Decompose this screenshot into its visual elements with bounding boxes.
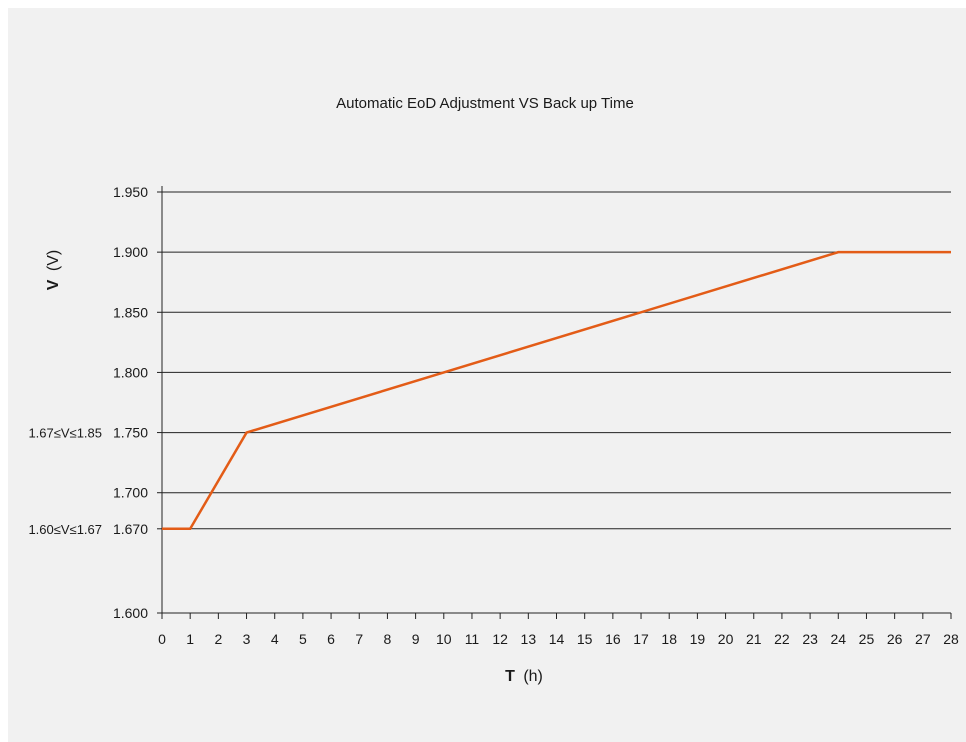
x-tick-label: 7	[355, 631, 363, 647]
y-axis-label-var: V	[45, 279, 62, 290]
x-tick-label: 1	[186, 631, 194, 647]
series-group	[162, 250, 951, 531]
side-annotations: 1.60≤V≤1.67 1.67≤V≤1.85	[28, 426, 102, 537]
x-tick-label: 27	[915, 631, 931, 647]
y-tick-label: 1.950	[113, 184, 148, 200]
y-tick-label: 1.700	[113, 485, 148, 501]
y-tick-label: 1.750	[113, 425, 148, 441]
x-tick-label: 11	[465, 631, 480, 647]
chart-title: Automatic EoD Adjustment VS Back up Time	[336, 95, 634, 112]
x-tick-label: 6	[327, 631, 335, 647]
y-axis-label-unit: (V)	[45, 250, 62, 271]
x-axis-label-var: T	[505, 668, 515, 685]
y-tick-label: 1.900	[113, 244, 148, 260]
x-tick-label: 20	[718, 631, 734, 647]
x-tick-label: 9	[412, 631, 420, 647]
x-tick-label: 22	[774, 631, 790, 647]
x-tick-label: 10	[436, 631, 452, 647]
x-tick-label: 15	[577, 631, 593, 647]
x-tick-label: 0	[158, 631, 166, 647]
x-tick-label: 14	[549, 631, 565, 647]
x-tick-label: 18	[661, 631, 677, 647]
y-axis-ticks: 1.600 1.670 1.700 1.750 1.800 1.850 1.900 1.950	[113, 184, 162, 621]
axes	[161, 186, 951, 614]
y-tick-label: 1.850	[113, 304, 148, 320]
x-tick-label: 3	[243, 631, 251, 647]
x-tick-label: 12	[492, 631, 508, 647]
svg-text:V (V): V (V)	[45, 250, 62, 290]
x-tick-label: 5	[299, 631, 307, 647]
x-tick-label: 13	[521, 631, 537, 647]
x-tick-label: 4	[271, 631, 279, 647]
x-tick-label: 28	[943, 631, 959, 647]
x-tick-label: 23	[802, 631, 818, 647]
x-tick-label: 2	[214, 631, 222, 647]
x-tick-label: 26	[887, 631, 903, 647]
x-tick-label: 21	[746, 631, 762, 647]
y-tick-label: 1.800	[113, 364, 148, 380]
x-tick-label: 17	[633, 631, 649, 647]
chart-panel	[8, 8, 966, 742]
range-annotation: 1.67≤V≤1.85	[28, 426, 102, 441]
x-tick-label: 24	[830, 631, 846, 647]
x-tick-label: 8	[384, 631, 392, 647]
x-tick-label: 16	[605, 631, 621, 647]
y-tick-label: 1.670	[113, 521, 148, 537]
x-axis-label-unit: (h)	[523, 668, 543, 685]
x-tick-label: 25	[859, 631, 875, 647]
x-axis-label: T (h)	[505, 668, 543, 685]
y-axis-label: V (V)	[45, 250, 62, 290]
series-line	[162, 250, 951, 531]
range-annotation: 1.60≤V≤1.67	[28, 522, 102, 537]
y-tick-label: 1.600	[113, 605, 148, 621]
x-axis-ticks: 0 1 2 3 4 5 6 7 8 9 10 11 12 13 14 15 16 17 18 19 20 21 22 23 24…	[158, 613, 959, 647]
x-tick-label: 19	[690, 631, 706, 647]
